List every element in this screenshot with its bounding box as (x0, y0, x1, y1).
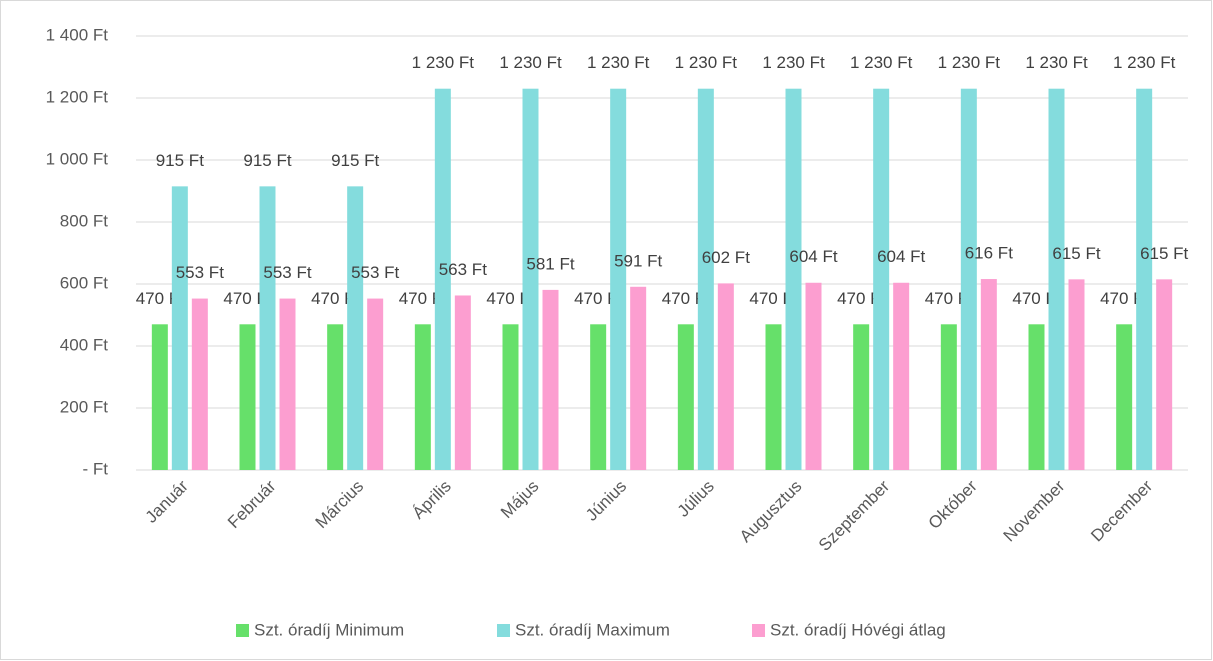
bar (279, 298, 296, 470)
y-tick-label: 1 400 Ft (46, 25, 109, 44)
bar (1116, 324, 1133, 470)
data-label: 616 Ft (965, 244, 1013, 263)
y-tick-label: 600 Ft (60, 273, 108, 292)
data-label: 915 Ft (243, 151, 291, 170)
bar (414, 324, 431, 470)
bar (940, 324, 957, 470)
data-label: 602 Ft (702, 248, 750, 267)
data-label: 591 Ft (614, 251, 662, 270)
bar (677, 324, 694, 470)
bar (502, 324, 519, 470)
bar (1136, 88, 1153, 470)
y-tick-label: 200 Ft (60, 397, 108, 416)
bar (191, 298, 208, 470)
legend-label: Szt. óradíj Minimum (254, 620, 404, 639)
bar (347, 186, 364, 470)
y-tick-label: 1 200 Ft (46, 87, 109, 106)
y-tick-label: - Ft (83, 459, 109, 478)
bar (522, 88, 539, 470)
legend-label: Szt. óradíj Maximum (515, 620, 670, 639)
data-label: 1 230 Ft (762, 53, 825, 72)
bar (151, 324, 168, 470)
bar (610, 88, 627, 470)
y-tick-label: 1 000 Ft (46, 149, 109, 168)
data-label: 915 Ft (156, 151, 204, 170)
data-label: 1 230 Ft (1025, 53, 1088, 72)
data-label: 1 230 Ft (499, 53, 562, 72)
data-label: 615 Ft (1140, 244, 1188, 263)
bar (367, 298, 384, 470)
bar (785, 88, 802, 470)
bar (765, 324, 782, 470)
bar (805, 282, 822, 470)
legend-swatch (236, 624, 249, 637)
data-label: 1 230 Ft (938, 53, 1001, 72)
legend-label: Szt. óradíj Hóvégi átlag (770, 620, 946, 639)
bar (327, 324, 344, 470)
bar (454, 295, 471, 470)
data-label: 615 Ft (1052, 244, 1100, 263)
bar (630, 286, 647, 470)
bar (1028, 324, 1045, 470)
bar (697, 88, 714, 470)
data-label: 1 230 Ft (412, 53, 475, 72)
bar (1048, 88, 1065, 470)
bar (717, 283, 734, 470)
bar (1068, 279, 1085, 470)
data-label: 563 Ft (439, 260, 487, 279)
data-label: 553 Ft (263, 263, 311, 282)
bar (434, 88, 451, 470)
y-tick-label: 800 Ft (60, 211, 108, 230)
bar (980, 279, 997, 470)
bar (853, 324, 870, 470)
bar (239, 324, 256, 470)
data-label: 553 Ft (176, 263, 224, 282)
bar (590, 324, 607, 470)
bar (171, 186, 188, 470)
bar (259, 186, 276, 470)
data-label: 1 230 Ft (1113, 53, 1176, 72)
data-label: 604 Ft (877, 247, 925, 266)
bar (1156, 279, 1173, 470)
y-tick-label: 400 Ft (60, 335, 108, 354)
legend-swatch (752, 624, 765, 637)
bar (960, 88, 977, 470)
bar (542, 289, 559, 470)
data-label: 1 230 Ft (587, 53, 650, 72)
data-label: 915 Ft (331, 151, 379, 170)
data-label: 604 Ft (789, 247, 837, 266)
legend-swatch (497, 624, 510, 637)
data-label: 1 230 Ft (675, 53, 738, 72)
data-label: 581 Ft (526, 254, 574, 273)
bar (893, 282, 910, 470)
bar (873, 88, 890, 470)
data-label: 553 Ft (351, 263, 399, 282)
data-label: 1 230 Ft (850, 53, 913, 72)
